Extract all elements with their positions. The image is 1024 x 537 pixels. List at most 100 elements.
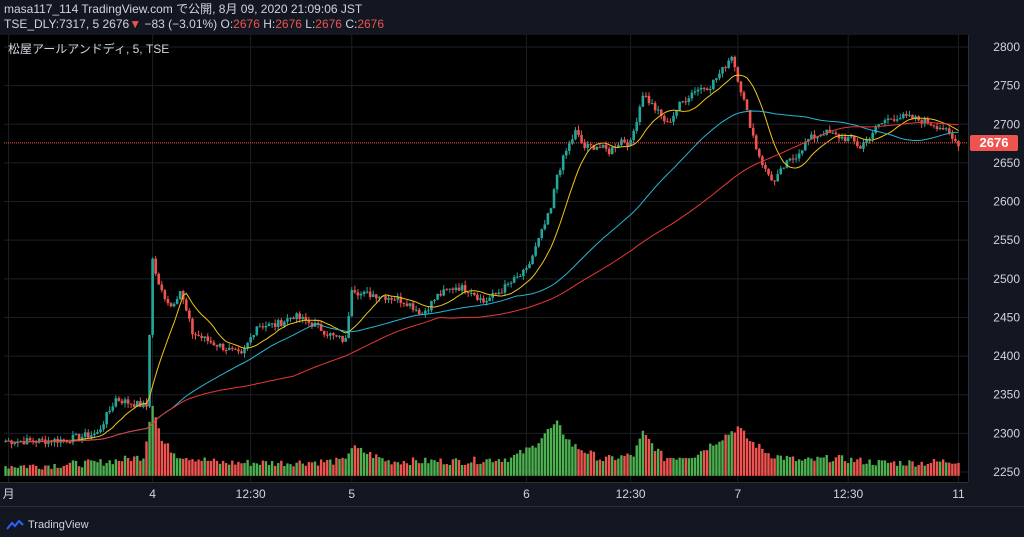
volume-bar xyxy=(28,465,32,476)
volume-bar xyxy=(831,461,835,476)
candle-body xyxy=(846,137,850,142)
candle-body xyxy=(445,289,449,291)
candle-body xyxy=(71,434,75,443)
candle-body xyxy=(552,189,556,209)
volume-bar xyxy=(589,450,592,476)
candle-body xyxy=(224,349,228,351)
volume-bar xyxy=(212,458,216,476)
volume-bar xyxy=(718,441,721,476)
volume-bar xyxy=(145,441,148,476)
candle-body xyxy=(448,288,452,290)
candle-body xyxy=(90,435,93,438)
volume-bar xyxy=(16,467,19,476)
volume-bar xyxy=(267,465,271,476)
volume-bar xyxy=(506,461,510,476)
volume-bar xyxy=(874,465,877,476)
volume-bar xyxy=(111,464,114,476)
tradingview-brand[interactable]: TradingView xyxy=(6,519,89,531)
candle-body xyxy=(469,292,473,294)
candle-body xyxy=(712,79,715,90)
volume-bar xyxy=(399,464,403,476)
volume-bar xyxy=(347,453,350,476)
volume-bar xyxy=(957,462,960,476)
candle-body xyxy=(822,134,825,136)
volume-bar xyxy=(182,458,185,476)
candle-body xyxy=(583,142,586,148)
candle-body xyxy=(77,434,81,441)
low-value: 2676 xyxy=(315,17,342,31)
candle-body xyxy=(163,290,167,300)
volume-bar xyxy=(794,461,798,476)
candle-body xyxy=(102,424,105,430)
candle-body xyxy=(500,292,504,294)
candle-body xyxy=(549,208,553,214)
candle-body xyxy=(935,126,939,130)
candle-body xyxy=(739,81,743,93)
candle-body xyxy=(482,298,485,303)
candle-body xyxy=(344,338,347,342)
volume-bar xyxy=(102,465,105,476)
volume-bar xyxy=(914,466,917,476)
low-label: L: xyxy=(305,17,316,31)
candle-body xyxy=(258,326,262,328)
candle-body xyxy=(852,136,856,142)
plot-area[interactable] xyxy=(0,35,968,482)
candle-body xyxy=(34,441,38,443)
open-value: 2676 xyxy=(233,17,260,31)
volume-bar xyxy=(457,459,461,476)
high-label: H: xyxy=(263,17,276,31)
candle-body xyxy=(543,224,547,230)
volume-bar xyxy=(895,465,899,476)
candle-body xyxy=(332,333,335,336)
candle-body xyxy=(767,168,770,175)
volume-bar xyxy=(543,433,547,476)
candle-body xyxy=(889,118,893,120)
volume-bar xyxy=(733,432,736,476)
candle-body xyxy=(488,297,491,302)
volume-bar xyxy=(577,449,580,476)
candle-body xyxy=(758,149,761,157)
volume-bar xyxy=(583,452,586,476)
candle-body xyxy=(494,293,498,295)
candle-body xyxy=(240,351,243,354)
volume-bar xyxy=(298,460,301,476)
candle-body xyxy=(666,121,669,123)
candle-body xyxy=(886,118,890,121)
volume-bar xyxy=(644,434,648,476)
price-axis[interactable] xyxy=(968,35,1024,482)
candle-body xyxy=(932,125,936,127)
candle-body xyxy=(433,299,436,301)
candle-body xyxy=(617,144,620,149)
candle-body xyxy=(877,124,881,127)
volume-bar xyxy=(405,463,409,476)
candle-body xyxy=(126,399,130,404)
candle-body xyxy=(641,95,645,107)
candle-body xyxy=(114,398,118,407)
volume-bar xyxy=(788,457,792,476)
volume-bar xyxy=(598,459,602,476)
candle-body xyxy=(261,326,265,328)
candle-body xyxy=(307,320,311,323)
volume-bar xyxy=(800,460,804,476)
volume-bar xyxy=(108,460,111,476)
candle-body xyxy=(463,285,467,293)
candle-body xyxy=(347,316,351,339)
candle-body xyxy=(99,429,102,433)
volume-bar xyxy=(178,458,182,476)
volume-bar xyxy=(571,446,574,476)
volume-bar xyxy=(580,450,583,476)
candle-body xyxy=(188,310,191,319)
volume-bar xyxy=(451,459,455,476)
candle-body xyxy=(4,441,7,443)
candle-body xyxy=(724,67,727,69)
candle-body xyxy=(414,309,418,311)
volume-bar xyxy=(488,458,491,476)
candle-body xyxy=(264,326,268,328)
volume-bar xyxy=(684,457,687,476)
candle-body xyxy=(329,333,332,336)
time-axis[interactable] xyxy=(0,482,968,507)
candle-body xyxy=(218,343,222,347)
candle-body xyxy=(604,144,608,149)
volume-bar xyxy=(335,457,338,476)
candle-body xyxy=(286,318,289,322)
